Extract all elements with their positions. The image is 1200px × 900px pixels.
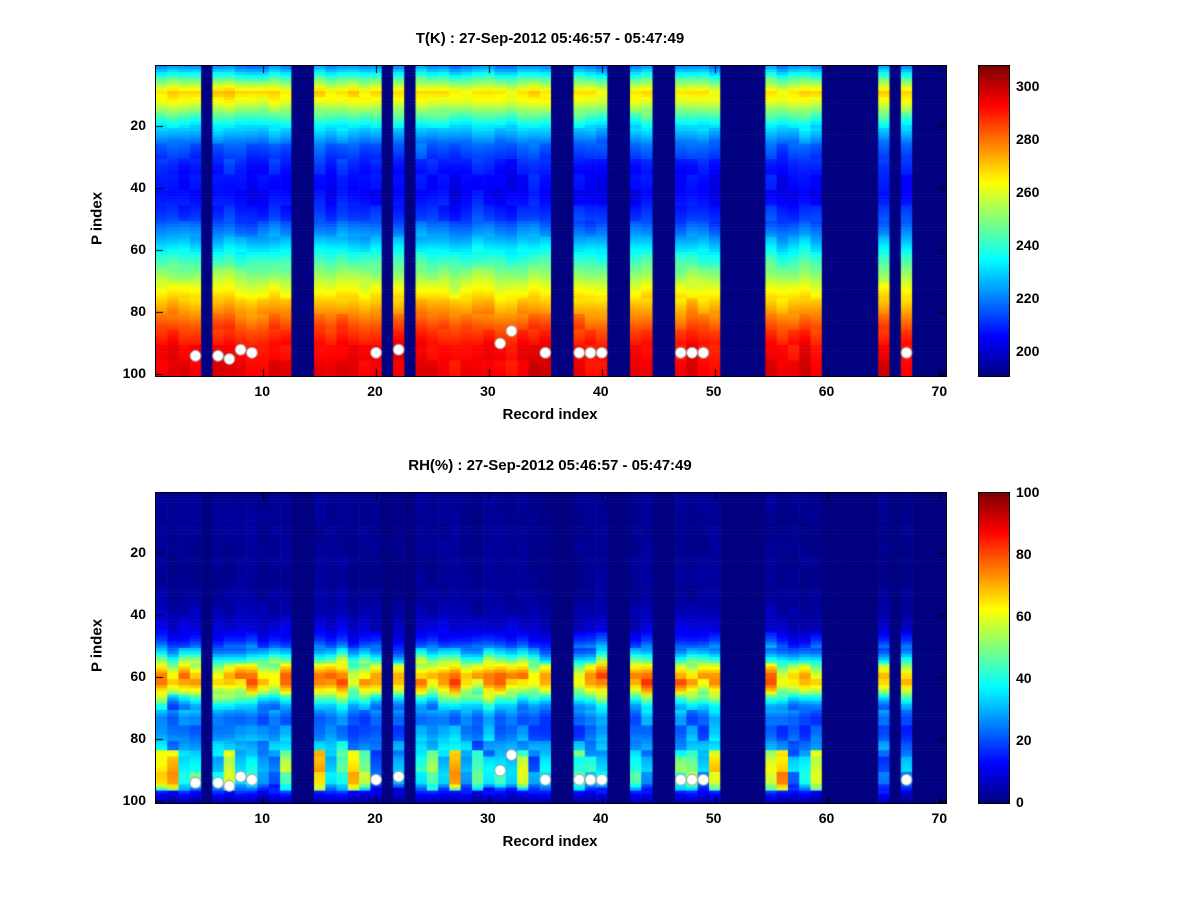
y-tick-label-100: 100: [122, 365, 146, 382]
colorbar-tick-label-240: 240: [1016, 237, 1040, 254]
x-tick-label-20: 20: [367, 383, 383, 399]
y-tick-label-60: 60: [130, 668, 146, 685]
colorbar-tick-label-20: 20: [1016, 732, 1032, 748]
humidity-panel: RH(%) : 27-Sep-2012 05:46:57 - 05:47:49 …: [0, 427, 1200, 857]
colorbar-tick-label-260: 260: [1016, 184, 1040, 201]
y-tick-label-40: 40: [130, 606, 146, 623]
humidity-chart-title: RH(%) : 27-Sep-2012 05:46:57 - 05:47:49: [408, 457, 692, 474]
humidity-x-axis-label: Record index: [502, 833, 598, 850]
x-tick-label-40: 40: [592, 810, 609, 826]
humidity-colorbar: [978, 492, 1010, 804]
x-tick-label-40: 40: [592, 383, 609, 399]
y-tick-label-80: 80: [130, 303, 146, 320]
x-tick-label-10: 10: [254, 810, 270, 826]
colorbar-tick-label-0: 0: [1016, 794, 1024, 810]
x-tick-label-50: 50: [705, 810, 722, 826]
colorbar-tick-label-60: 60: [1016, 608, 1032, 624]
x-tick-label-30: 30: [480, 810, 496, 826]
x-tick-label-10: 10: [254, 383, 270, 399]
y-tick-label-20: 20: [130, 117, 146, 134]
colorbar-tick-label-100: 100: [1016, 484, 1040, 500]
y-tick-label-80: 80: [130, 730, 146, 747]
x-tick-label-60: 60: [818, 383, 835, 399]
temperature-panel: T(K) : 27-Sep-2012 05:46:57 - 05:47:49 P…: [0, 0, 1200, 430]
humidity-y-axis-label: P index: [88, 618, 106, 673]
colorbar-tick-label-220: 220: [1016, 290, 1040, 307]
colorbar-tick-label-280: 280: [1016, 131, 1040, 148]
x-tick-label-30: 30: [480, 383, 496, 399]
colorbar-tick-label-40: 40: [1016, 670, 1032, 686]
x-tick-label-50: 50: [705, 383, 722, 399]
temperature-colorbar: [978, 65, 1010, 377]
y-tick-label-40: 40: [130, 179, 146, 196]
colorbar-tick-label-80: 80: [1016, 546, 1032, 562]
x-tick-label-20: 20: [367, 810, 383, 826]
y-tick-label-100: 100: [122, 792, 146, 809]
colorbar-tick-label-200: 200: [1016, 343, 1040, 360]
x-tick-label-70: 70: [931, 383, 948, 399]
y-tick-label-20: 20: [130, 544, 146, 561]
temperature-heatmap-canvas[interactable]: [155, 65, 947, 377]
x-tick-label-60: 60: [818, 810, 835, 826]
temperature-x-axis-label: Record index: [502, 406, 598, 423]
temperature-chart-title: T(K) : 27-Sep-2012 05:46:57 - 05:47:49: [415, 30, 685, 47]
colorbar-tick-label-300: 300: [1016, 78, 1040, 95]
x-tick-label-70: 70: [931, 810, 948, 826]
humidity-heatmap-canvas[interactable]: [155, 492, 947, 804]
y-tick-label-60: 60: [130, 241, 146, 258]
temperature-y-axis-label: P index: [88, 191, 106, 246]
